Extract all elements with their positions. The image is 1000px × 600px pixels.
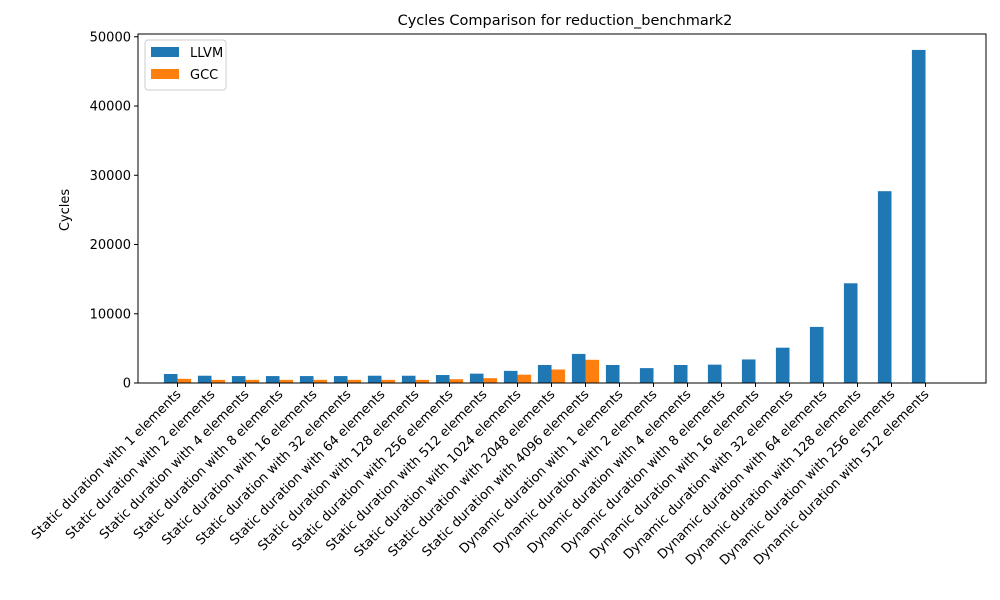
bar-gcc-8 [449,379,464,383]
y-axis-title: Cycles [58,189,73,232]
legend: LLVM GCC [144,39,227,91]
bar-llvm-3 [265,376,280,383]
bar-llvm-15 [673,364,688,383]
y-axis: 0 10000 20000 30000 40000 50000 [90,30,138,392]
bar-llvm-12 [571,353,586,383]
bar-llvm-16 [707,364,722,383]
bar-llvm-10 [503,370,518,383]
bars-group [163,49,926,384]
y-tick-label: 40000 [90,100,131,115]
bar-llvm-6 [367,375,382,383]
y-tick-label: 10000 [90,307,131,322]
bar-llvm-13 [605,364,620,383]
bar-llvm-4 [299,376,314,383]
bar-gcc-2 [245,379,260,383]
bar-llvm-9 [469,373,484,383]
bar-llvm-21 [877,191,892,383]
bar-llvm-7 [401,375,416,383]
bar-llvm-8 [435,375,450,383]
bar-llvm-19 [809,326,824,383]
legend-swatch-llvm [151,47,179,57]
legend-label-gcc: GCC [190,68,218,83]
plot-frame [137,33,987,384]
y-tick-label: 30000 [90,169,131,184]
bar-gcc-12 [585,359,600,383]
bar-gcc-9 [483,378,498,383]
bar-llvm-2 [231,376,246,383]
bar-gcc-10 [517,374,532,383]
bar-gcc-7 [415,379,430,383]
bar-gcc-0 [177,378,192,383]
bar-gcc-6 [381,379,396,383]
y-tick-label: 50000 [90,30,131,45]
bar-llvm-20 [843,283,858,383]
legend-label-llvm: LLVM [190,46,223,61]
bar-gcc-1 [211,379,226,383]
bar-llvm-5 [333,376,348,383]
bar-llvm-22 [911,49,926,384]
bar-gcc-11 [551,369,566,383]
bar-llvm-14 [639,368,654,383]
bar-llvm-17 [741,359,756,383]
bar-gcc-3 [279,379,294,383]
bar-llvm-1 [197,375,212,383]
y-tick-label: 0 [123,377,131,392]
bar-gcc-4 [313,379,328,383]
legend-swatch-gcc [151,69,179,79]
y-tick-label: 20000 [90,238,131,253]
bar-llvm-0 [163,373,178,383]
bar-gcc-5 [347,379,362,383]
chart-title: Cycles Comparison for reduction_benchmar… [398,13,733,29]
bar-llvm-11 [537,364,552,383]
bar-llvm-18 [775,347,790,383]
